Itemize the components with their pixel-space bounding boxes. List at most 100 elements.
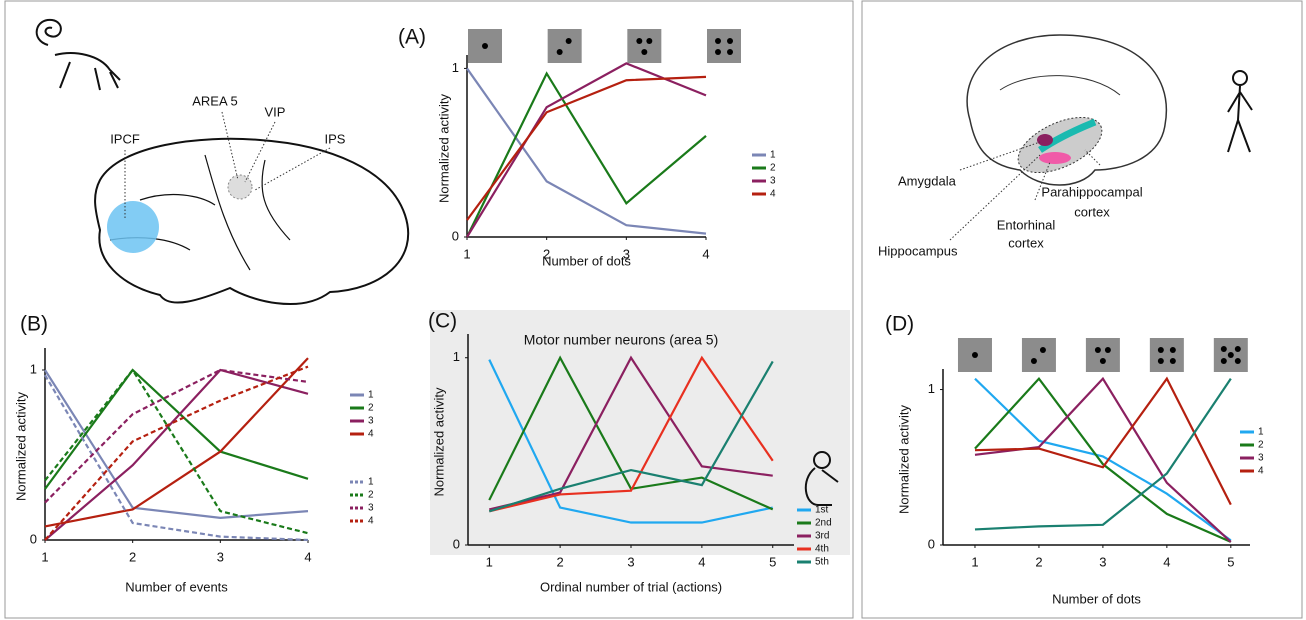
series-line (489, 355, 773, 511)
x-tick-label: 1 (971, 554, 978, 569)
x-tick-label: 2 (557, 554, 564, 569)
amygdala-shape (1037, 134, 1053, 146)
stimulus-dot (1169, 358, 1176, 364)
legend-label: 4 (368, 516, 374, 527)
x-axis-label: Number of dots (542, 253, 631, 268)
series-line (44, 368, 309, 541)
series-line (44, 368, 309, 504)
y-tick-label: 1 (452, 60, 459, 75)
brain-label: cortex (1008, 235, 1044, 250)
stimulus-dot (636, 38, 643, 44)
stimulus-dot (1220, 358, 1227, 364)
series-line (974, 378, 1232, 531)
legend-label: 2 (770, 163, 776, 174)
stimulus-dot (565, 38, 572, 44)
series-line (44, 369, 309, 520)
y-tick-label: 0 (30, 531, 37, 546)
series-line (44, 365, 309, 541)
brain-label: AREA 5 (192, 93, 238, 108)
y-axis-label: Normalized activity (13, 391, 28, 501)
x-tick-label: 4 (1163, 554, 1170, 569)
brain-label: Parahippocampal (1041, 184, 1142, 199)
stimulus-dot (1099, 358, 1106, 364)
stimulus-dot (1157, 347, 1164, 353)
brain-label: IPS (325, 131, 346, 146)
legend-label: 1 (368, 390, 374, 401)
legend-label: 3 (368, 416, 374, 427)
legend-label: 1 (1258, 427, 1264, 438)
legend-label: 2 (368, 403, 374, 414)
series-line (488, 360, 774, 513)
y-tick-label: 1 (30, 361, 37, 376)
stimulus-dot (1157, 358, 1164, 364)
x-tick-label: 3 (217, 549, 224, 564)
x-tick-label: 1 (463, 246, 470, 261)
stimulus-dot (1094, 347, 1101, 353)
legend-label: 2 (1258, 440, 1264, 451)
x-tick-label: 4 (698, 554, 705, 569)
x-axis-label: Number of events (125, 579, 228, 594)
brain-label: Entorhinal (997, 217, 1056, 232)
series-line (974, 376, 1232, 543)
stimulus-dot (482, 43, 488, 49)
x-tick-label: 3 (1099, 554, 1106, 569)
x-tick-label: 2 (543, 246, 550, 261)
stimulus-icon (1085, 338, 1120, 372)
mtl-region (1017, 116, 1103, 174)
x-tick-label: 3 (627, 554, 634, 569)
brain-label: cortex (1074, 204, 1110, 219)
legend-label: 4 (770, 189, 776, 200)
ipcf-area (107, 201, 159, 253)
stimulus-icon (707, 29, 741, 63)
x-axis-label: Number of dots (1052, 591, 1141, 606)
legend-label: 3 (368, 503, 374, 514)
stimulus-dot (1039, 347, 1046, 353)
stimulus-icon (1021, 338, 1056, 372)
legend-label: 4 (368, 429, 374, 440)
legend-label: 1 (368, 477, 374, 488)
stimulus-dot (1030, 358, 1037, 364)
x-tick-label: 5 (769, 554, 776, 569)
human-icon (1227, 70, 1253, 153)
x-tick-label: 5 (1227, 554, 1234, 569)
series-line (466, 71, 707, 238)
x-tick-label: 3 (623, 246, 630, 261)
y-axis-label: Normalized activity (436, 93, 451, 203)
stimulus-dot (715, 38, 721, 44)
panel-c-background (430, 310, 850, 555)
x-tick-label: 1 (486, 554, 493, 569)
series-line (44, 374, 309, 542)
legend-label: 1st (815, 505, 829, 516)
series-line (44, 368, 309, 535)
legend-label: 4th (815, 544, 829, 555)
stimulus-dot (1220, 346, 1227, 352)
series-line (974, 376, 1232, 506)
stimulus-dot (646, 38, 653, 44)
legend-label: 5th (815, 557, 829, 568)
stimulus-dot (641, 49, 648, 55)
series-line (466, 75, 707, 221)
series-line (488, 359, 773, 524)
y-axis-label: Normalized activity (896, 404, 911, 514)
monkey-sitting-icon (804, 451, 839, 506)
panel-label: (B) (20, 313, 48, 336)
x-tick-label: 1 (41, 549, 48, 564)
chart-title: Motor number neurons (area 5) (524, 332, 719, 348)
brain-leaders (949, 141, 1101, 241)
panel-label: (C) (428, 310, 457, 333)
legend-label: 3 (1258, 453, 1264, 464)
stimulus-dot (1227, 352, 1234, 358)
brain-label: Amygdala (898, 173, 957, 188)
area5-region (227, 174, 253, 200)
entorhinal-shape (1039, 152, 1071, 164)
left-frame (4, 0, 854, 619)
y-tick-label: 1 (928, 381, 935, 396)
monkey-icon (35, 18, 121, 91)
leader-lines (124, 111, 331, 220)
panel-label: (D) (885, 313, 914, 336)
y-tick-label: 1 (453, 349, 460, 364)
x-axis-label: Ordinal number of trial (actions) (540, 579, 722, 594)
stimulus-dot (556, 49, 563, 55)
legend-label: 1 (770, 150, 776, 161)
